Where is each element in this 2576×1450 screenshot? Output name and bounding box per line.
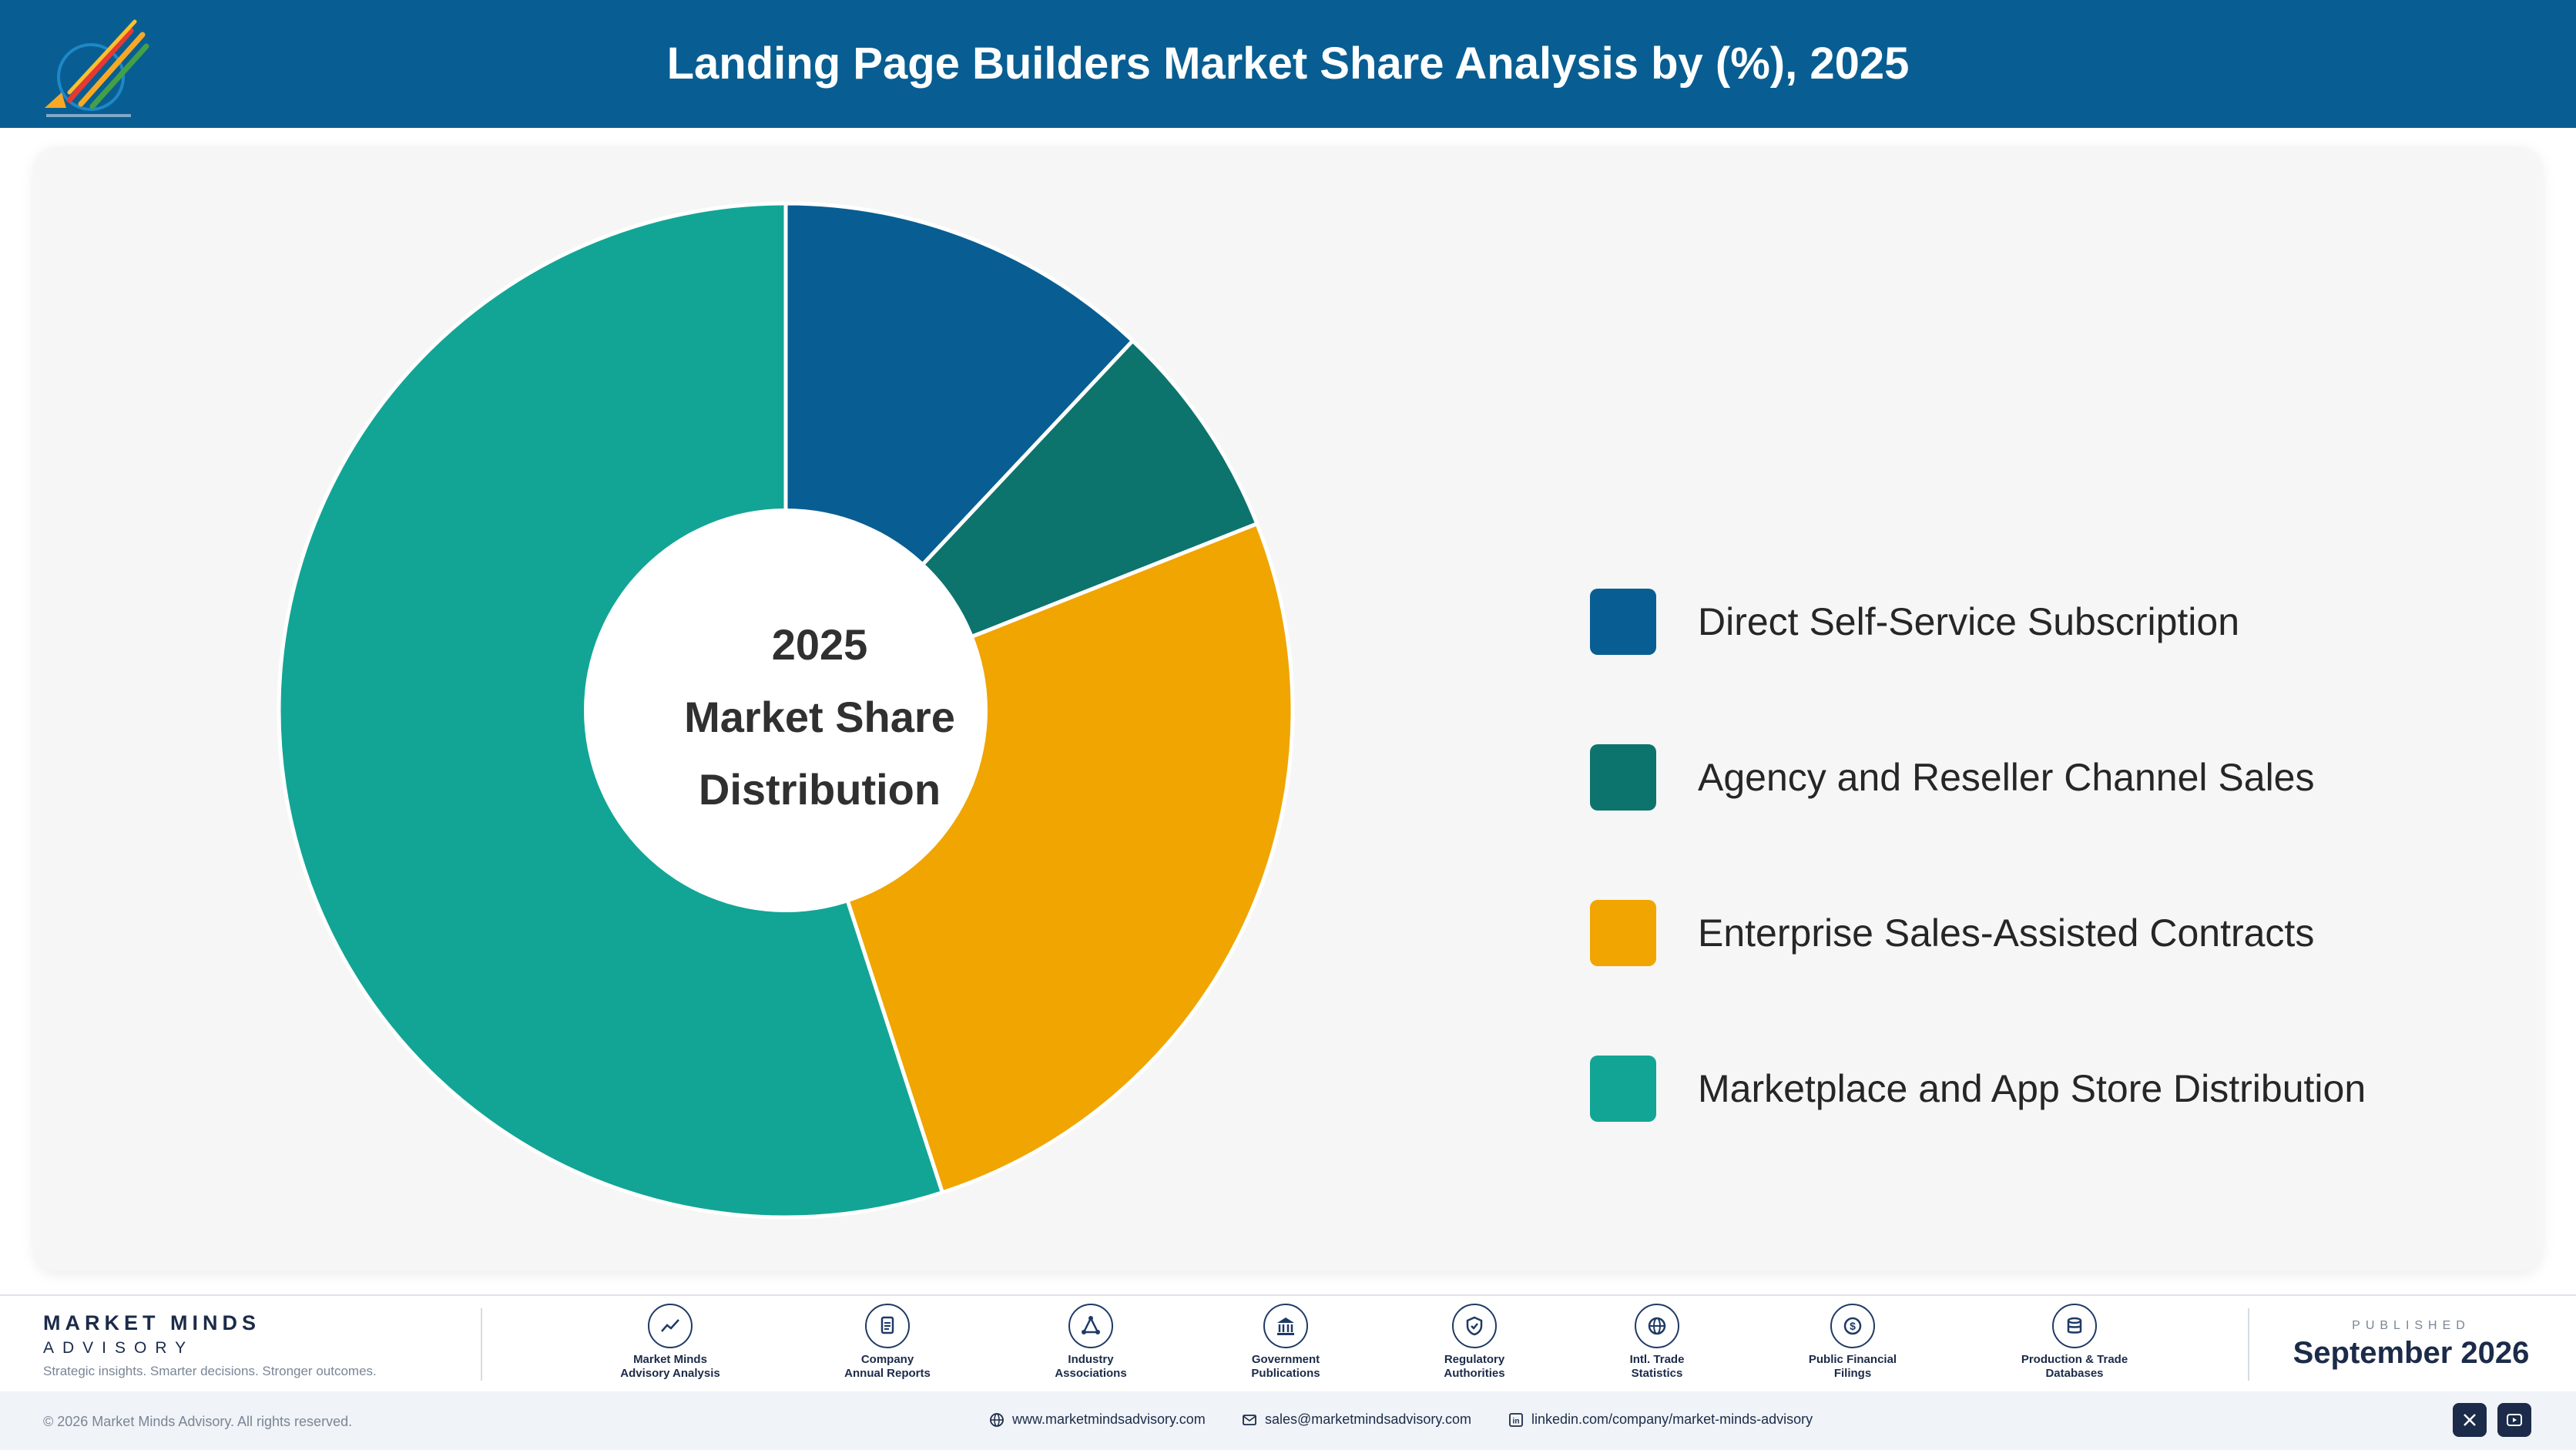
legend-swatch	[1590, 589, 1656, 655]
published-label: PUBLISHED	[2352, 1319, 2470, 1332]
x-icon	[2464, 1414, 2476, 1426]
x-social-button[interactable]	[2453, 1403, 2487, 1437]
linkedin-text[interactable]: linkedin.com/company/market-minds-adviso…	[1531, 1411, 1813, 1427]
svg-text:in: in	[1513, 1417, 1520, 1425]
mail-icon	[1243, 1414, 1256, 1425]
legend-label: Direct Self-Service Subscription	[1698, 600, 2240, 643]
legend-label: Marketplace and App Store Distribution	[1698, 1067, 2366, 1110]
donut-hole	[584, 509, 988, 912]
legend-swatch	[1590, 1056, 1656, 1122]
source-trade-statistics: Intl. Trade Statistics	[1580, 1304, 1734, 1381]
donut-chart	[277, 201, 1295, 1220]
source-advisory-analysis: Market Minds Advisory Analysis	[593, 1304, 747, 1381]
center-line-year: 2025	[771, 620, 868, 669]
globe-icon	[1635, 1304, 1679, 1348]
linkedin-icon: in	[1509, 1412, 1523, 1427]
legend-label: Agency and Reseller Channel Sales	[1698, 756, 2315, 799]
legend-item-enterprise-sales-assisted-contracts: Enterprise Sales-Assisted Contracts	[1590, 897, 2514, 966]
footer-sources-bar: MARKET MINDS ADVISORY Strategic insights…	[0, 1294, 2576, 1391]
globe-icon	[990, 1412, 1004, 1427]
page-title: Landing Page Builders Market Share Analy…	[666, 39, 1910, 89]
source-industry-associations: Industry Associations	[1014, 1304, 1168, 1381]
header-bar: Landing Page Builders Market Share Analy…	[0, 0, 2576, 128]
legend-label: Enterprise Sales-Assisted Contracts	[1698, 911, 2315, 955]
divider-left	[481, 1308, 482, 1381]
source-regulatory-authorities: Regulatory Authorities	[1397, 1304, 1551, 1381]
brand-name: MARKET MINDS	[43, 1311, 260, 1334]
source-trade-databases: Production & Trade Databases	[1997, 1304, 2152, 1381]
youtube-social-button[interactable]	[2497, 1403, 2531, 1437]
divider-right	[2248, 1308, 2249, 1381]
linkedin-link[interactable]: in linkedin.com/company/market-minds-adv…	[1508, 1411, 1813, 1428]
youtube-icon	[2507, 1414, 2522, 1426]
source-annual-reports: Company Annual Reports	[810, 1304, 964, 1381]
company-logo	[45, 19, 149, 117]
center-line-distribution: Distribution	[698, 765, 941, 814]
document-icon	[865, 1304, 910, 1348]
legend-item-direct-self-service-subscription: Direct Self-Service Subscription	[1590, 586, 2514, 655]
donut-center-label: 2025 Market Share Distribution	[619, 609, 1020, 826]
copyright-text: © 2026 Market Minds Advisory. All rights…	[43, 1414, 353, 1429]
website-text[interactable]: www.marketmindsadvisory.com	[1012, 1411, 1206, 1427]
shield-icon	[1452, 1304, 1497, 1348]
website-link[interactable]: www.marketmindsadvisory.com	[989, 1411, 1206, 1428]
database-icon	[2052, 1304, 2097, 1348]
legend-item-marketplace-and-app-store-distribution: Marketplace and App Store Distribution	[1590, 1052, 2514, 1122]
legend-swatch	[1590, 900, 1656, 966]
network-icon	[1068, 1304, 1113, 1348]
svg-text:$: $	[1850, 1320, 1856, 1332]
source-financial-filings: $ Public Financial Filings	[1776, 1304, 1930, 1381]
brand-subtitle: ADVISORY	[43, 1339, 195, 1357]
legend-swatch	[1590, 744, 1656, 811]
footer: MARKET MINDS ADVISORY Strategic insights…	[0, 1294, 2576, 1450]
source-government-publications: Government Publications	[1209, 1304, 1363, 1381]
published-date: September 2026	[2293, 1336, 2530, 1370]
center-line-market-share: Market Share	[684, 693, 955, 741]
dollar-icon: $	[1830, 1304, 1875, 1348]
chart-card: 2025 Market Share Distribution Direct Se…	[34, 146, 2542, 1271]
email-link[interactable]: sales@marketmindsadvisory.com	[1242, 1411, 1471, 1428]
government-icon	[1263, 1304, 1308, 1348]
email-text[interactable]: sales@marketmindsadvisory.com	[1265, 1411, 1472, 1427]
brand-tagline: Strategic insights. Smarter decisions. S…	[43, 1364, 377, 1378]
legend-item-agency-and-reseller-channel-sales: Agency and Reseller Channel Sales	[1590, 741, 2514, 811]
trend-icon	[648, 1304, 693, 1348]
